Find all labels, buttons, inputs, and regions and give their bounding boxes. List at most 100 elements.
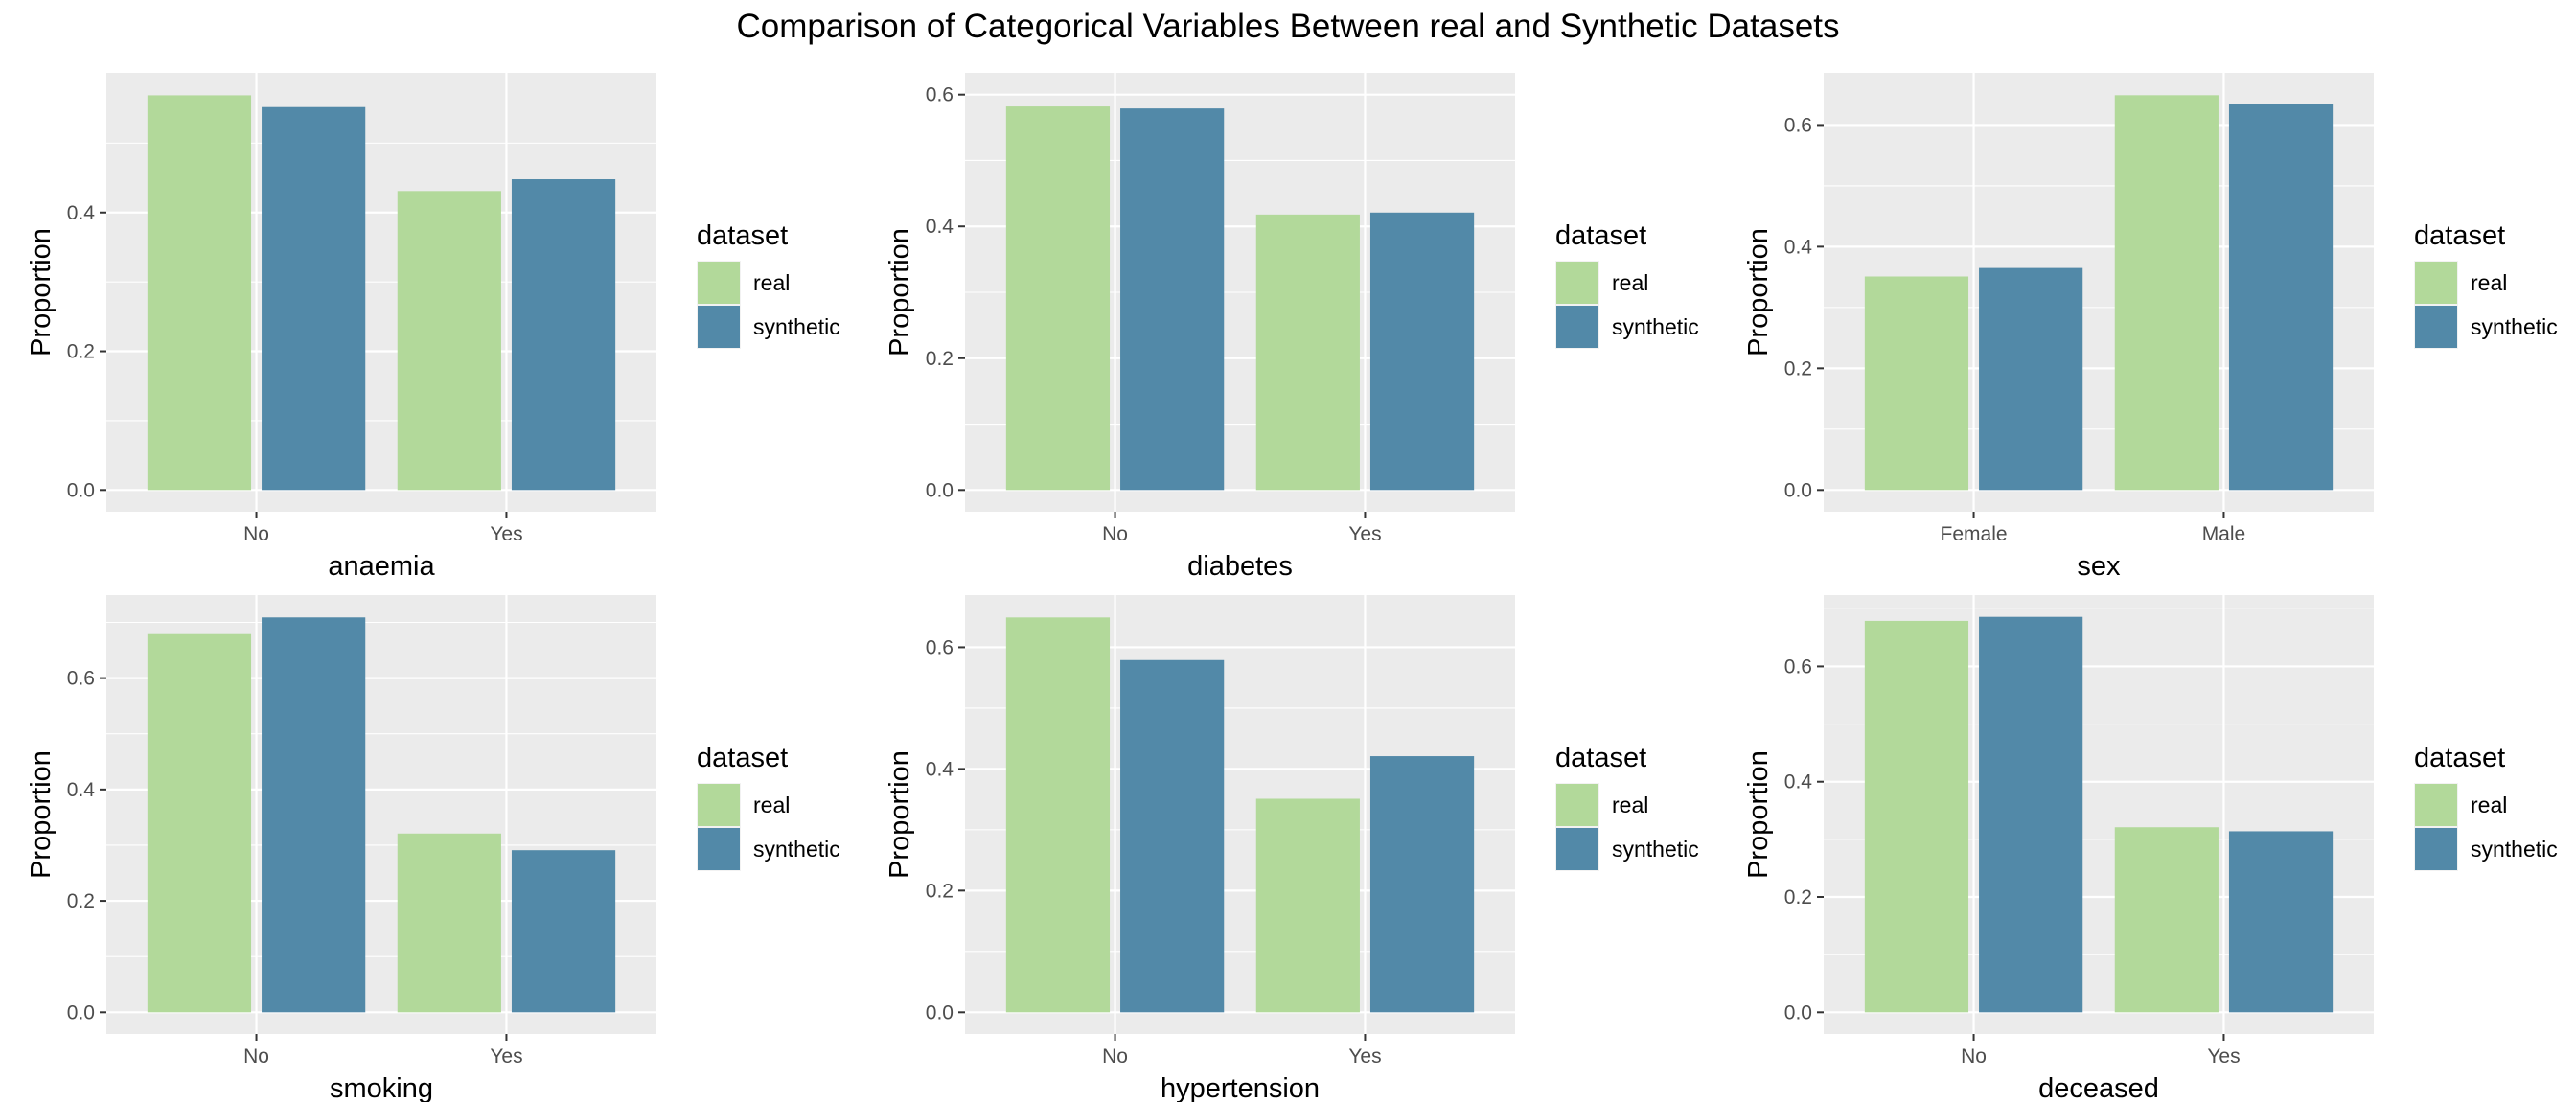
bar-synthetic-female: [1979, 267, 2083, 491]
bar-real-male: [2114, 95, 2219, 491]
bar-synthetic-no: [1120, 108, 1225, 491]
bar-synthetic-male: [2228, 104, 2334, 491]
legend-key-synthetic: [1556, 828, 1598, 870]
y-tick-label: 0.4: [926, 216, 954, 238]
legend-title: dataset: [1555, 743, 1646, 773]
chart-svg: 0.0 0.2 0.4 0.6 No Yes diabetes Proportion datas…: [885, 73, 1699, 580]
bar-synthetic-yes: [2228, 831, 2334, 1013]
bar-real-no: [147, 95, 252, 491]
bar-real-no: [1005, 106, 1111, 491]
legend-label-real: real: [2471, 793, 2507, 817]
x-tick-label: Male: [2202, 523, 2246, 545]
y-tick-label: 0.0: [67, 1001, 95, 1024]
panel-sex: 0.0 0.2 0.4 0.6 Female Male sex Proportion datas…: [1717, 58, 2576, 580]
x-tick-label: No: [1961, 1046, 1987, 1068]
y-axis-title: Proportion: [885, 750, 915, 879]
bar-synthetic-no: [1979, 616, 2083, 1013]
legend-label-synthetic: synthetic: [1612, 837, 1699, 862]
bar-real-yes: [1255, 214, 1360, 491]
legend-key-synthetic: [698, 306, 740, 348]
y-tick-label: 0.4: [67, 779, 96, 801]
legend-label-real: real: [753, 793, 790, 817]
y-tick-label: 0.4: [1784, 771, 1813, 794]
bar-real-no: [1005, 617, 1111, 1013]
legend-key-real: [698, 784, 740, 826]
chart-svg: 0.0 0.2 0.4 0.6 Female Male sex Proportion datas…: [1743, 73, 2558, 580]
legend-key-synthetic: [698, 828, 740, 870]
y-tick-label: 0.0: [67, 479, 95, 501]
y-axis-title: Proportion: [1743, 228, 1774, 356]
legend-key-synthetic: [2415, 828, 2457, 870]
bar-synthetic-no: [262, 617, 366, 1013]
legend-label-synthetic: synthetic: [2471, 314, 2558, 339]
legend-title: dataset: [1555, 220, 1646, 251]
legend-key-real: [2415, 784, 2457, 826]
legend-key-real: [1556, 262, 1598, 304]
y-axis-title: Proportion: [885, 228, 915, 356]
x-tick-label: No: [1102, 523, 1128, 545]
y-tick-label: 0.6: [926, 84, 954, 106]
legend-label-real: real: [753, 270, 790, 295]
x-tick-label: Yes: [490, 523, 522, 545]
y-tick-label: 0.0: [1784, 479, 1812, 501]
bar-real-female: [1864, 276, 1969, 491]
y-tick-label: 0.6: [67, 668, 95, 690]
legend-title: dataset: [2414, 220, 2505, 251]
y-tick-label: 0.0: [926, 479, 954, 501]
x-tick-label: No: [1102, 1046, 1128, 1068]
legend-label-synthetic: synthetic: [1612, 314, 1699, 339]
legend-label-real: real: [1612, 793, 1648, 817]
y-tick-label: 0.6: [1784, 656, 1812, 678]
legend-key-synthetic: [2415, 306, 2457, 348]
legend-title: dataset: [697, 220, 788, 251]
y-tick-label: 0.2: [67, 890, 95, 912]
legend-label-synthetic: synthetic: [753, 314, 840, 339]
chart-svg: 0.0 0.2 0.4 0.6 No Yes smoking Proportion datase…: [26, 595, 840, 1102]
bar-real-no: [147, 633, 252, 1013]
x-axis-title: hypertension: [1161, 1073, 1320, 1102]
x-axis-title: diabetes: [1187, 551, 1293, 580]
chart-svg: 0.0 0.2 0.4 0.6 No Yes deceased Proportion datas…: [1743, 595, 2558, 1102]
x-tick-label: Yes: [490, 1046, 522, 1068]
bar-synthetic-no: [262, 106, 366, 491]
panel-smoking: 0.0 0.2 0.4 0.6 No Yes smoking Proportion datase…: [0, 580, 859, 1102]
y-tick-label: 0.4: [67, 202, 96, 224]
legend-key-real: [1556, 784, 1598, 826]
y-tick-label: 0.2: [926, 880, 954, 902]
bar-synthetic-yes: [1369, 212, 1475, 491]
panel-hypertension: 0.0 0.2 0.4 0.6 No Yes hypertension Proportion d…: [859, 580, 1717, 1102]
legend-label-synthetic: synthetic: [2471, 837, 2558, 862]
y-tick-label: 0.6: [926, 636, 954, 658]
y-tick-label: 0.4: [926, 758, 954, 780]
legend-label-synthetic: synthetic: [753, 837, 840, 862]
y-tick-label: 0.2: [926, 348, 954, 370]
y-axis-title: Proportion: [26, 228, 57, 356]
bar-synthetic-yes: [1369, 756, 1475, 1013]
legend-key-synthetic: [1556, 306, 1598, 348]
legend-key-real: [698, 262, 740, 304]
y-tick-label: 0.2: [67, 341, 95, 363]
bar-synthetic-yes: [511, 850, 616, 1013]
y-tick-label: 0.4: [1784, 236, 1813, 258]
y-tick-label: 0.0: [1784, 1001, 1812, 1024]
figure-title: Comparison of Categorical Variables Betw…: [736, 8, 1840, 45]
x-axis-title: smoking: [330, 1073, 433, 1102]
panel-anaemia: 0.0 0.2 0.4 No Yes anaemia Proportion dataset re…: [0, 58, 859, 580]
x-axis-title: deceased: [2038, 1073, 2159, 1102]
x-tick-label: Yes: [1348, 523, 1381, 545]
y-axis-title: Proportion: [1743, 750, 1774, 879]
chart-svg: 0.0 0.2 0.4 No Yes anaemia Proportion dataset re…: [26, 73, 840, 580]
bar-synthetic-no: [1120, 659, 1225, 1013]
x-axis-title: sex: [2077, 551, 2121, 580]
legend-title: dataset: [2414, 743, 2505, 773]
panel-deceased: 0.0 0.2 0.4 0.6 No Yes deceased Proportion datas…: [1717, 580, 2576, 1102]
legend-label-real: real: [2471, 270, 2507, 295]
panel-diabetes: 0.0 0.2 0.4 0.6 No Yes diabetes Proportion datas…: [859, 58, 1717, 580]
y-tick-label: 0.6: [1784, 114, 1812, 136]
y-tick-label: 0.2: [1784, 886, 1812, 908]
y-tick-label: 0.2: [1784, 357, 1812, 380]
y-tick-label: 0.0: [926, 1001, 954, 1024]
bar-real-yes: [397, 833, 501, 1013]
x-axis-title: anaemia: [328, 551, 435, 580]
bar-real-yes: [397, 191, 501, 491]
